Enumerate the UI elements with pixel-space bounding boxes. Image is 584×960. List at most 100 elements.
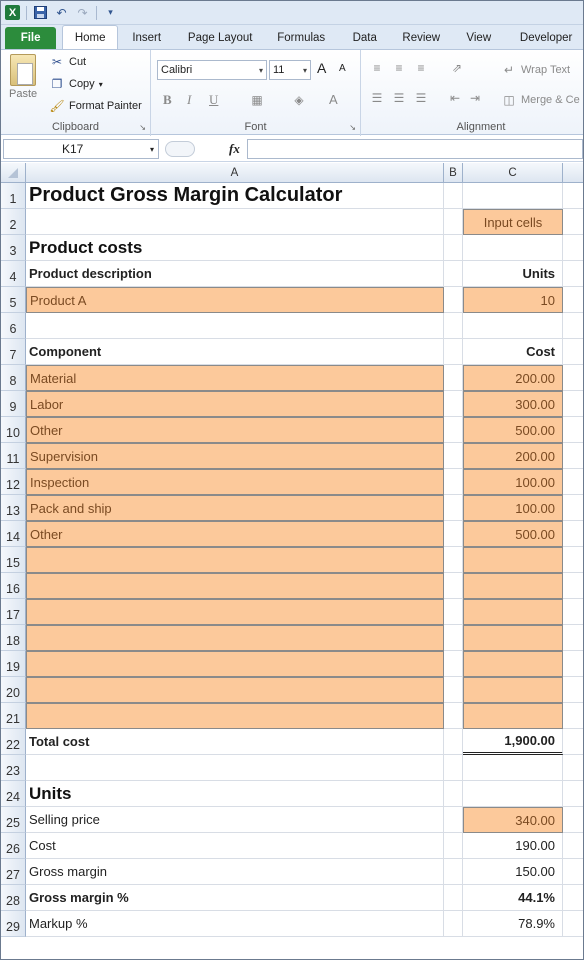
row-header[interactable]: 16 [1, 573, 26, 599]
cell-a21[interactable] [26, 703, 444, 729]
cell-a28[interactable]: Gross margin % [26, 885, 444, 911]
row-header[interactable]: 9 [1, 391, 26, 417]
cell-d28[interactable] [563, 885, 583, 911]
cell-d22[interactable] [563, 729, 583, 755]
formula-resize-handle-icon[interactable] [165, 141, 195, 157]
tab-file[interactable]: File [5, 27, 57, 49]
cell-b19[interactable] [444, 651, 463, 677]
cell-d21[interactable] [563, 703, 583, 729]
underline-button[interactable]: U [209, 92, 218, 108]
cell-a4[interactable]: Product description [26, 261, 444, 287]
cell-b24[interactable] [444, 781, 463, 807]
cell-d26[interactable] [563, 833, 583, 859]
cell-d4[interactable] [563, 261, 583, 287]
cell-d27[interactable] [563, 859, 583, 885]
cell-b4[interactable] [444, 261, 463, 287]
cell-c11[interactable]: 200.00 [463, 443, 563, 469]
cell-d20[interactable] [563, 677, 583, 703]
cell-c28[interactable]: 44.1% [463, 885, 563, 911]
row-header[interactable]: 8 [1, 365, 26, 391]
cell-d18[interactable] [563, 625, 583, 651]
align-right-button[interactable]: ☰ [413, 90, 429, 106]
cell-c6[interactable] [463, 313, 563, 339]
orientation-button[interactable]: ⇗ [449, 60, 465, 76]
cell-c26[interactable]: 190.00 [463, 833, 563, 859]
cell-a3[interactable]: Product costs [26, 235, 444, 261]
cell-c22[interactable]: 1,900.00 [463, 729, 563, 755]
cell-a9[interactable]: Labor [26, 391, 444, 417]
cell-b9[interactable] [444, 391, 463, 417]
tab-view[interactable]: View [466, 32, 492, 44]
cell-d17[interactable] [563, 599, 583, 625]
row-header[interactable]: 18 [1, 625, 26, 651]
column-header-b[interactable]: B [444, 163, 463, 183]
tab-formulas[interactable]: Formulas [277, 32, 326, 44]
cell-a8[interactable]: Material [26, 365, 444, 391]
row-header[interactable]: 22 [1, 729, 26, 755]
undo-icon[interactable]: ↶ [56, 5, 67, 20]
tab-developer[interactable]: Developer [519, 32, 573, 44]
row-header[interactable]: 5 [1, 287, 26, 313]
cell-a2[interactable] [26, 209, 444, 235]
row-header[interactable]: 11 [1, 443, 26, 469]
cell-b3[interactable] [444, 235, 463, 261]
cell-a1[interactable]: Product Gross Margin Calculator [26, 183, 444, 209]
cell-d16[interactable] [563, 573, 583, 599]
cell-c10[interactable]: 500.00 [463, 417, 563, 443]
tab-review[interactable]: Review [402, 32, 441, 44]
cell-b25[interactable] [444, 807, 463, 833]
cell-b27[interactable] [444, 859, 463, 885]
paste-button[interactable]: Paste [9, 54, 37, 100]
cell-c3[interactable] [463, 235, 563, 261]
tab-insert[interactable]: Insert [132, 32, 162, 44]
cell-c9[interactable]: 300.00 [463, 391, 563, 417]
row-header[interactable]: 10 [1, 417, 26, 443]
cell-d8[interactable] [563, 365, 583, 391]
cell-b23[interactable] [444, 755, 463, 781]
cell-b20[interactable] [444, 677, 463, 703]
column-header-d[interactable] [563, 163, 583, 183]
copy-button[interactable]: ❐ Copy ▾ [49, 76, 103, 92]
fill-color-button[interactable]: ◈ [291, 92, 307, 108]
cell-d13[interactable] [563, 495, 583, 521]
tab-data[interactable]: Data [352, 32, 377, 44]
cell-a20[interactable] [26, 677, 444, 703]
row-header[interactable]: 28 [1, 885, 26, 911]
cut-button[interactable]: ✂ Cut [49, 54, 86, 70]
cell-b1[interactable] [444, 183, 463, 209]
cell-b2[interactable] [444, 209, 463, 235]
format-painter-button[interactable]: 🖌 Format Painter [49, 98, 141, 114]
cell-a29[interactable]: Markup % [26, 911, 444, 937]
select-all-corner[interactable] [1, 163, 26, 183]
cell-a25[interactable]: Selling price [26, 807, 444, 833]
cell-c4[interactable]: Units [463, 261, 563, 287]
grow-font-button[interactable]: A [317, 60, 326, 76]
cell-a24[interactable]: Units [26, 781, 444, 807]
cell-b28[interactable] [444, 885, 463, 911]
cell-d3[interactable] [563, 235, 583, 261]
cell-c15[interactable] [463, 547, 563, 573]
cell-c17[interactable] [463, 599, 563, 625]
cell-c29[interactable]: 78.9% [463, 911, 563, 937]
cell-b26[interactable] [444, 833, 463, 859]
row-header[interactable]: 19 [1, 651, 26, 677]
tab-home[interactable]: Home [62, 25, 119, 49]
cell-a17[interactable] [26, 599, 444, 625]
cell-d29[interactable] [563, 911, 583, 937]
row-header[interactable]: 13 [1, 495, 26, 521]
shrink-font-button[interactable]: A [339, 63, 346, 74]
row-header[interactable]: 4 [1, 261, 26, 287]
row-header[interactable]: 24 [1, 781, 26, 807]
row-header[interactable]: 12 [1, 469, 26, 495]
row-header[interactable]: 21 [1, 703, 26, 729]
align-top-button[interactable]: ≡ [369, 60, 385, 76]
cell-d23[interactable] [563, 755, 583, 781]
cell-b18[interactable] [444, 625, 463, 651]
cell-a11[interactable]: Supervision [26, 443, 444, 469]
cell-b6[interactable] [444, 313, 463, 339]
cell-d15[interactable] [563, 547, 583, 573]
cell-c23[interactable] [463, 755, 563, 781]
row-header[interactable]: 17 [1, 599, 26, 625]
cell-d2[interactable] [563, 209, 583, 235]
column-header-a[interactable]: A [26, 163, 444, 183]
